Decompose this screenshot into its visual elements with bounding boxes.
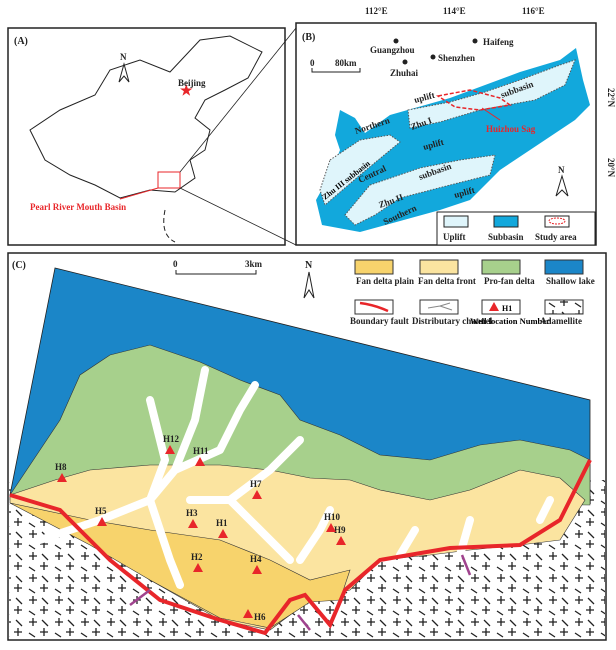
well-label: H6 [254,612,266,622]
boundary-fault[interactable] [9,459,592,636]
basin-label: Pearl River Mouth Basin [30,202,126,212]
flow-arrows [129,554,472,631]
city-beijing: Beijing [178,78,206,88]
china-outline [29,35,263,199]
well-label: H12 [163,434,180,444]
city-label: Guangzhou [370,45,415,55]
well-label: H9 [334,525,346,535]
well-marker [195,457,205,466]
well-marker [218,529,228,538]
panel-b-label: (B) [302,32,315,43]
well-label: H3 [186,508,198,518]
north-arrow-a: N [120,52,127,62]
city-label: Zhuhai [390,68,419,78]
well-marker [252,490,262,499]
well-marker [165,445,175,454]
well-label: H2 [191,552,203,562]
wells: H1 H2 H3 H4 H5 H6 H7 H8 H9 H10 H11 H12 [55,434,346,622]
scale-label: 0 [310,58,315,68]
lon-tick: 114°E [443,6,466,16]
well-label: H8 [55,462,67,472]
well-marker [326,523,336,532]
legend-adamellite: Adamellite [540,316,582,326]
well-label: H1 [216,518,228,528]
well-marker [193,563,203,572]
panel-b: 112°E 114°E 116°E 22°N 20°N (B) Guangzho… [295,6,616,246]
city-label: Haifeng [483,37,514,47]
legend-shallow-lake: Shallow lake [546,276,595,286]
panel-c-label: (C) [12,260,26,271]
legend-fan-delta-front: Fan delta front [418,276,476,286]
legend-study-area: Study area [535,232,577,242]
legend-fan-delta-plain: Fan delta plain [356,276,414,286]
star-icon: ★ [180,83,193,99]
legend-boundary-fault: Boundary fault [350,316,409,326]
well-label: H11 [193,446,209,456]
north-arrow-c: N [305,260,313,271]
well-marker [243,609,253,618]
legend-uplift: Uplift [443,232,466,242]
well-marker [252,565,262,574]
well-marker [97,517,107,526]
panel-a: (A) N ★ Beijing Pearl River Mouth Basin [7,27,297,246]
panel-c: (C) 0 3km N Fan delta plain Fan delta fr… [7,252,607,641]
legend-c: Fan delta plain Fan delta front Pro-fan … [350,259,595,326]
scale-label: 0 [173,259,178,269]
well-label: H7 [250,479,262,489]
legend-well-location: Well location Number [470,316,550,326]
well-label: H10 [324,512,341,522]
lon-tick: 116°E [522,6,545,16]
well-marker [188,519,198,528]
well-marker [336,536,346,545]
lat-tick: 22°N [606,88,616,108]
legend-distributary-channel: Distributary channel [412,316,493,326]
distributary-channels [36,366,554,589]
uplift-zones [319,59,576,226]
scale-label: 80km [335,58,357,68]
panel-a-label: (A) [14,36,28,47]
sag-label: Huizhou Sag [486,124,536,134]
well-marker [57,473,67,482]
well-label: H5 [95,506,107,516]
north-arrow-b: N [558,165,565,175]
legend-pro-fan-delta: Pro-fan delta [484,276,535,286]
legend-subbasin: Subbasin [488,232,524,242]
scale-label: 3km [245,259,263,269]
lon-tick: 112°E [365,6,388,16]
study-area-outline [436,89,512,111]
well-label: H4 [250,554,262,564]
lat-tick: 20°N [606,158,616,178]
legend-well-sample: H1 [502,304,512,313]
city-label: Shenzhen [438,53,475,63]
